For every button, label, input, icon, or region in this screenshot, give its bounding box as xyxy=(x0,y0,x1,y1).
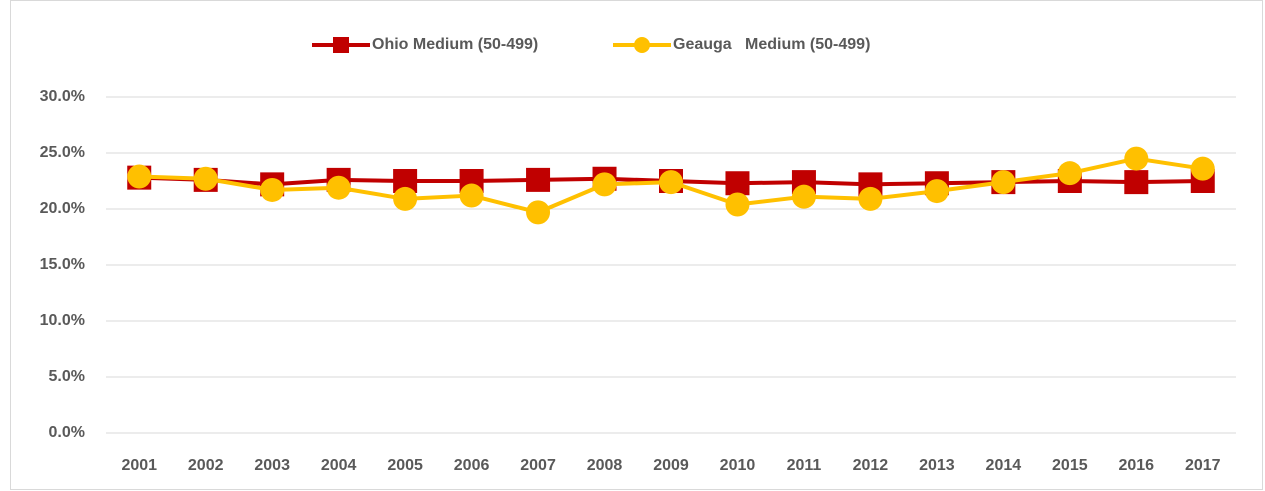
x-tick-label: 2005 xyxy=(387,457,423,474)
point xyxy=(459,183,484,208)
y-tick-label: 0.0% xyxy=(49,424,85,441)
point xyxy=(127,164,152,189)
point xyxy=(1124,170,1149,195)
x-tick-label: 2009 xyxy=(653,457,689,474)
y-tick-label: 25.0% xyxy=(40,144,85,161)
y-tick-label: 20.0% xyxy=(40,200,85,217)
x-tick-label: 2003 xyxy=(254,457,290,474)
x-tick-label: 2008 xyxy=(587,457,623,474)
legend-marker xyxy=(634,37,650,53)
x-tick-label: 2013 xyxy=(919,457,955,474)
x-tick-label: 2004 xyxy=(321,457,357,474)
x-tick-label: 2015 xyxy=(1052,457,1088,474)
x-tick-label: 2001 xyxy=(121,457,157,474)
point xyxy=(991,170,1016,195)
x-tick-label: 2011 xyxy=(787,457,822,474)
x-tick-label: 2014 xyxy=(986,457,1022,474)
point xyxy=(260,177,285,202)
point xyxy=(1057,161,1082,186)
x-tick-label: 2017 xyxy=(1185,457,1221,474)
point xyxy=(924,179,949,204)
x-tick-label: 2016 xyxy=(1118,457,1154,474)
point xyxy=(326,175,351,200)
point xyxy=(526,200,551,225)
point xyxy=(791,184,816,209)
legend-label: Geauga Medium (50-499) xyxy=(673,36,870,53)
y-tick-label: 10.0% xyxy=(40,312,85,329)
point xyxy=(725,192,750,217)
point xyxy=(393,186,418,211)
legend-marker xyxy=(333,37,349,53)
chart-border xyxy=(10,0,1263,490)
point xyxy=(1190,156,1215,181)
x-tick-label: 2002 xyxy=(188,457,224,474)
y-tick-label: 5.0% xyxy=(49,368,85,385)
point xyxy=(858,186,883,211)
point xyxy=(193,166,218,191)
x-tick-label: 2006 xyxy=(454,457,490,474)
point xyxy=(1124,146,1149,171)
y-tick-label: 30.0% xyxy=(40,88,85,105)
point xyxy=(725,171,750,196)
x-tick-label: 2007 xyxy=(520,457,556,474)
point xyxy=(659,170,683,195)
point xyxy=(592,172,617,197)
y-tick-label: 15.0% xyxy=(40,256,85,273)
x-tick-label: 2012 xyxy=(853,457,889,474)
point xyxy=(526,167,551,192)
legend-label: Ohio Medium (50-499) xyxy=(372,36,538,53)
x-tick-label: 2010 xyxy=(720,457,756,474)
